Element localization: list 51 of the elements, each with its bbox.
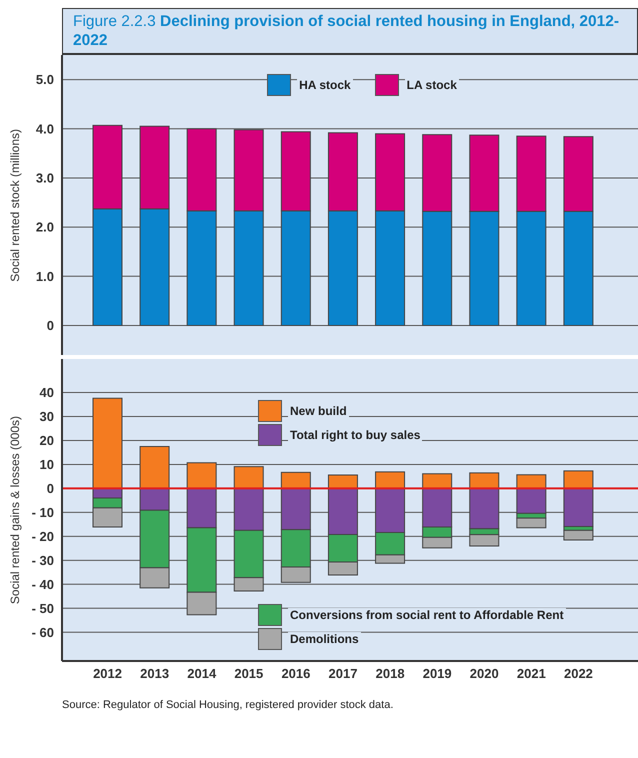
y-tick-label: - 60: [32, 624, 54, 640]
y-tick-label: - 30: [32, 552, 54, 568]
y-tick-label: 0: [46, 481, 54, 496]
x-tick-label: 2014: [187, 666, 217, 682]
y-axis-title: Social rented stock (millions): [8, 128, 22, 282]
x-tick-label: 2012: [93, 666, 122, 682]
bar: [422, 473, 452, 489]
legend-label: Conversions from social rent to Affordable Rent: [288, 608, 566, 622]
x-tick-label: 2022: [564, 666, 593, 682]
y-tick-label: 2.0: [36, 220, 54, 235]
bar: [563, 530, 594, 540]
bar: [186, 462, 217, 489]
bar: [140, 446, 170, 489]
y-tick-label: - 50: [32, 600, 54, 616]
bar: [375, 471, 406, 489]
y-tick-label: - 40: [32, 576, 54, 592]
y-tick-label: - 10: [32, 505, 54, 520]
y-tick-label: - 20: [32, 528, 54, 544]
x-tick-label: 2020: [470, 666, 499, 682]
x-tick-label: 2013: [140, 666, 170, 682]
x-tick-label: 2018: [376, 666, 405, 682]
y-tick-label: 1.0: [36, 268, 54, 284]
bar: [280, 472, 311, 489]
x-tick-label: 2019: [422, 666, 452, 682]
x-tick-label: 2021: [516, 666, 546, 682]
legend-label: Total right to buy sales: [288, 428, 422, 442]
legend-label: New build: [288, 404, 349, 418]
y-tick-label: 3.0: [36, 170, 54, 186]
bar: [328, 474, 358, 489]
bar: [516, 488, 546, 514]
bar: [469, 472, 500, 489]
y-tick-label: 5.0: [36, 72, 54, 88]
x-tick-label: 2015: [234, 666, 264, 682]
bar: [92, 398, 122, 489]
y-tick-label: 0: [46, 318, 54, 334]
bar: [563, 488, 594, 528]
y-tick-label: 30: [40, 409, 54, 424]
y-tick-label: 10: [40, 457, 54, 472]
bar: [563, 470, 594, 489]
y-axis-title: Social rented gains & losses (000s): [8, 416, 22, 604]
bar: [234, 466, 264, 489]
y-tick-label: 20: [40, 433, 54, 448]
legend-label: LA stock: [404, 78, 459, 92]
x-tick-label: 2017: [328, 666, 358, 682]
y-tick-label: 4.0: [36, 121, 54, 136]
legend-label: HA stock: [297, 78, 353, 92]
chart-title: Figure 2.2.3 Declining provision of social rented housing in England, 2012-2022: [73, 13, 620, 49]
source-note: Source: Regulator of Social Housing, registered provider stock data.: [62, 699, 394, 711]
legend-label: Demolitions: [288, 632, 361, 646]
x-tick-label: 2016: [281, 666, 310, 682]
y-tick-label: 40: [40, 385, 54, 400]
